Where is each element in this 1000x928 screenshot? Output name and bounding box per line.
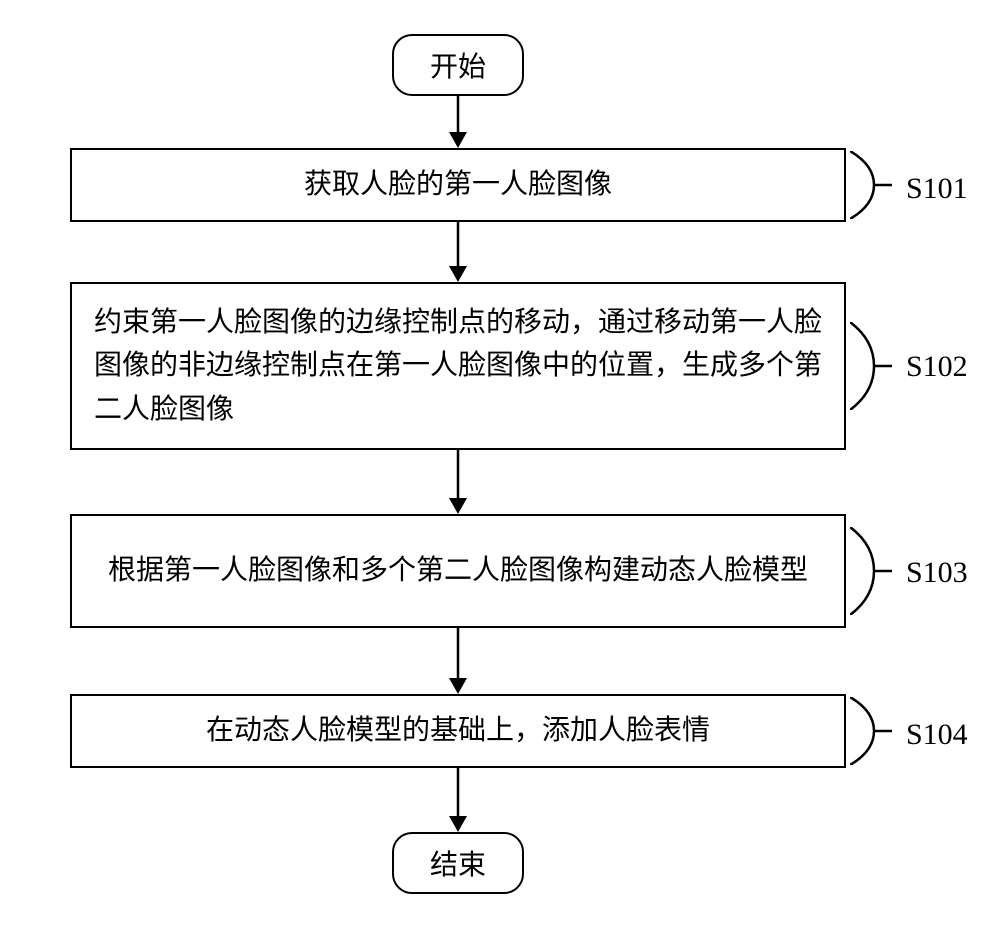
process-step-3-text: 根据第一人脸图像和多个第二人脸图像构建动态人脸模型 [94, 549, 822, 592]
process-step-3: 根据第一人脸图像和多个第二人脸图像构建动态人脸模型 [70, 514, 846, 628]
process-step-4: 在动态人脸模型的基础上，添加人脸表情 [70, 694, 846, 768]
connector-2 [449, 222, 467, 282]
process-step-1: 获取人脸的第一人脸图像 [70, 148, 846, 222]
bracket-2 [850, 322, 896, 410]
step-label-3: S103 [906, 556, 968, 590]
step-label-1: S101 [906, 172, 968, 206]
process-step-2-text: 约束第一人脸图像的边缘控制点的移动，通过移动第一人脸图像的非边缘控制点在第一人脸… [94, 301, 822, 431]
process-step-2: 约束第一人脸图像的边缘控制点的移动，通过移动第一人脸图像的非边缘控制点在第一人脸… [70, 282, 846, 450]
step-label-2-text: S102 [906, 350, 968, 383]
connector-4 [449, 628, 467, 694]
terminal-start-label: 开始 [430, 45, 486, 85]
terminal-end: 结束 [392, 832, 524, 894]
terminal-end-label: 结束 [430, 843, 486, 883]
step-label-3-text: S103 [906, 556, 968, 589]
step-label-1-text: S101 [906, 172, 968, 205]
connector-5 [449, 768, 467, 832]
step-label-2: S102 [906, 350, 968, 384]
process-step-4-text: 在动态人脸模型的基础上，添加人脸表情 [94, 709, 822, 752]
step-label-4-text: S104 [906, 718, 968, 751]
bracket-1 [850, 151, 896, 219]
terminal-start: 开始 [392, 34, 524, 96]
connector-3 [449, 450, 467, 514]
bracket-3 [850, 527, 896, 615]
bracket-4 [850, 697, 896, 765]
process-step-1-text: 获取人脸的第一人脸图像 [94, 163, 822, 206]
connector-1 [449, 96, 467, 148]
step-label-4: S104 [906, 718, 968, 752]
